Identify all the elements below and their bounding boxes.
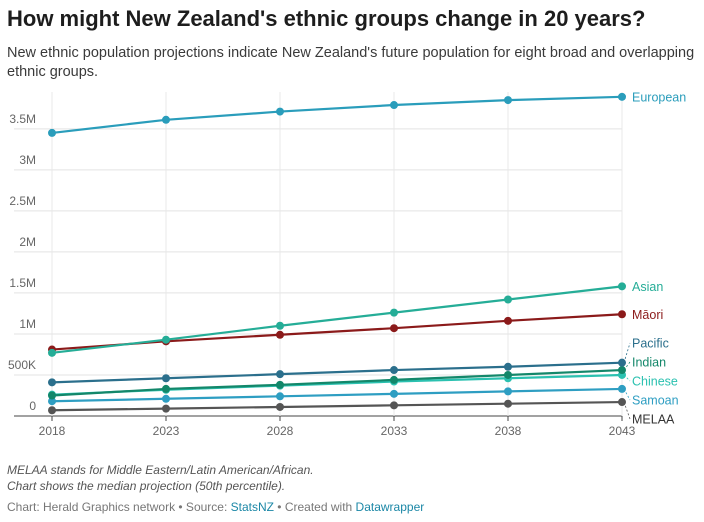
data-point-samoan: [390, 389, 398, 398]
datawrapper-link[interactable]: Datawrapper: [355, 500, 425, 514]
note-melaa: MELAA stands for Middle Eastern/Latin Am…: [7, 463, 314, 477]
series-line-european: [51, 95, 623, 135]
y-tick-label: 0: [29, 399, 36, 413]
series-line-melaa: [51, 400, 623, 412]
data-point-european: [618, 92, 626, 101]
grid: [14, 92, 623, 417]
data-point-pacific: [276, 370, 284, 379]
data-point-pacific: [504, 362, 512, 371]
x-tick-label: 2043: [609, 424, 636, 438]
chart-subtitle: New ethnic population projections indica…: [7, 45, 695, 80]
series-lines: [48, 92, 626, 415]
series-line-pacific: [51, 361, 623, 384]
y-tick-label: 3M: [19, 153, 36, 167]
x-tick-label: 2018: [39, 424, 66, 438]
series-line-asian: [51, 285, 623, 354]
data-point-asian: [276, 321, 284, 330]
data-point-indian: [48, 391, 56, 400]
data-point-asian: [390, 308, 398, 317]
data-point-samoan: [618, 384, 626, 393]
source-link-statsnz[interactable]: StatsNZ: [230, 500, 274, 514]
data-point-european: [390, 101, 398, 110]
data-point-samoan: [276, 392, 284, 401]
data-point-indian: [504, 370, 512, 379]
source-prefix: Chart: Herald Graphics network • Source:: [7, 500, 231, 514]
data-point-asian: [504, 295, 512, 304]
series-label-m-ori: Māori: [632, 308, 663, 322]
data-point-pacific: [48, 378, 56, 387]
chart-source: Chart: Herald Graphics network • Source:…: [7, 500, 424, 514]
data-point-m-ori: [390, 324, 398, 333]
axes: 0 500K 1M 1.5M 2M 2.5M 3M 3.5M 2018 2023 2028 2033 2…: [8, 112, 636, 438]
data-point-melaa: [618, 398, 626, 407]
label-leader-melaa: [623, 401, 631, 420]
data-point-asian: [618, 282, 626, 291]
series-label-melaa: MELAA: [632, 413, 675, 427]
data-point-samoan: [504, 387, 512, 396]
y-tick-label: 500K: [8, 358, 36, 372]
chart-notes: MELAA stands for Middle Eastern/Latin Am…: [7, 462, 314, 494]
series-label-samoan: Samoan: [632, 394, 679, 408]
data-point-pacific: [162, 374, 170, 383]
y-tick-label: 2M: [19, 235, 36, 249]
data-point-european: [48, 128, 56, 137]
data-point-samoan: [162, 394, 170, 403]
series-label-european: European: [632, 90, 686, 104]
y-tick-label: 2.5M: [9, 194, 36, 208]
series-label-chinese: Chinese: [632, 375, 678, 389]
series-label-indian: Indian: [632, 356, 666, 370]
data-point-m-ori: [618, 310, 626, 319]
created-prefix: • Created with: [273, 500, 356, 514]
data-point-indian: [618, 366, 626, 375]
y-tick-label: 1.5M: [9, 276, 36, 290]
x-tick-label: 2023: [153, 424, 180, 438]
data-point-melaa: [162, 404, 170, 413]
y-tick-label: 1M: [19, 317, 36, 331]
data-point-indian: [162, 384, 170, 393]
series-label-pacific: Pacific: [632, 337, 669, 351]
data-point-samoan: [48, 397, 56, 406]
series-line-samoan: [51, 387, 623, 403]
series-labels: European Asian Māori Pacific Indian Chinese Sa…: [623, 90, 686, 427]
data-point-european: [504, 96, 512, 105]
line-chart: 0 500K 1M 1.5M 2M 2.5M 3M 3.5M 2018 2023 2028 2033 2…: [8, 90, 686, 438]
series-label-asian: Asian: [632, 280, 663, 294]
data-point-asian: [162, 335, 170, 344]
y-tick-label: 3.5M: [9, 112, 36, 126]
data-point-m-ori: [504, 316, 512, 325]
x-tick-label: 2033: [381, 424, 408, 438]
label-leader-pacific: [623, 342, 631, 363]
x-tick-label: 2028: [267, 424, 294, 438]
data-point-melaa: [390, 401, 398, 410]
data-point-pacific: [390, 366, 398, 375]
data-point-melaa: [504, 399, 512, 408]
data-point-european: [162, 115, 170, 124]
data-point-indian: [276, 380, 284, 389]
data-point-indian: [390, 375, 398, 384]
x-tick-label: 2038: [495, 424, 522, 438]
data-point-m-ori: [276, 330, 284, 339]
data-point-melaa: [276, 402, 284, 411]
data-point-european: [276, 107, 284, 116]
label-leader-chinese: [623, 374, 631, 382]
chart-title: How might New Zealand's ethnic groups ch…: [7, 6, 646, 31]
data-point-melaa: [48, 406, 56, 415]
series-line-indian: [51, 368, 623, 397]
data-point-asian: [48, 348, 56, 357]
note-median: Chart shows the median projection (50th …: [7, 479, 286, 493]
data-point-pacific: [618, 358, 626, 367]
label-leader-indian: [623, 361, 631, 371]
label-leader-samoan: [623, 388, 631, 401]
